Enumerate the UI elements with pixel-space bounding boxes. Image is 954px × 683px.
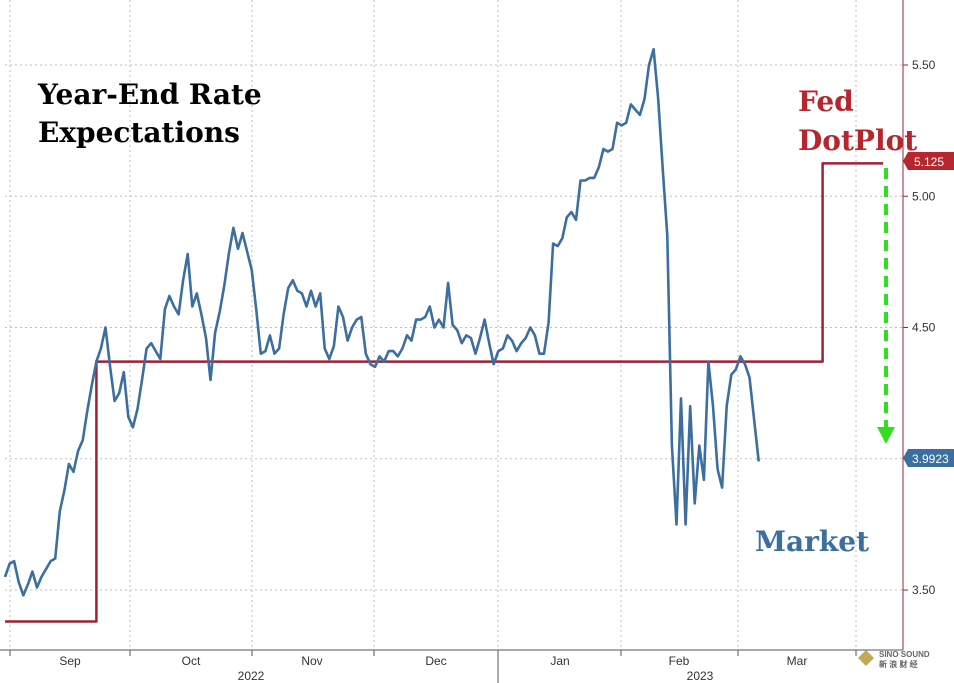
watermark: SINO SOUND 新 浪 财 经 (858, 650, 930, 669)
fed-end-label: 5.125 (914, 155, 944, 169)
y-tick-label: 5.00 (912, 189, 936, 203)
market-end-label: 3.9923 (912, 452, 949, 466)
chart-title-line-1: Year-End Rate (37, 78, 262, 111)
x-tick-label: Feb (669, 654, 690, 668)
watermark-top: SINO SOUND (879, 650, 930, 659)
x-tick-label: Jan (550, 654, 569, 668)
chart-title-line-2: Expectations (38, 116, 240, 149)
grid-lines (5, 0, 903, 650)
x-tick-label: Sep (59, 654, 81, 668)
x-year-label: 2022 (238, 669, 265, 683)
fed-end-badge: 5.125 (903, 152, 954, 170)
series-layer (3, 47, 883, 623)
down-arrow-head (877, 427, 895, 444)
market-annotation: Market (755, 525, 869, 558)
end-value-badges: 5.125 3.9923 (903, 152, 954, 467)
x-tick-label: Dec (425, 654, 446, 668)
y-tick-label: 3.50 (912, 583, 936, 597)
down-arrow (877, 168, 895, 444)
watermark-bottom: 新 浪 财 经 (879, 659, 918, 669)
market-badge-shape (903, 449, 954, 467)
market-series-line (3, 47, 760, 597)
x-year-label: 2023 (687, 669, 714, 683)
market-end-badge: 3.9923 (903, 449, 954, 467)
watermark-logo-icon (858, 650, 874, 666)
x-tick-label: Oct (182, 654, 201, 668)
fed-annotation-line-2: DotPlot (798, 124, 917, 157)
x-axis-ticks: Sep Oct Nov Dec Jan Feb Mar 2022 2023 (9, 650, 857, 683)
y-axis-ticks: 3.50 4.50 5.00 5.50 (903, 58, 936, 597)
y-tick-label: 4.50 (912, 321, 936, 335)
y-tick-label: 5.50 (912, 58, 936, 72)
fed-series-line (5, 162, 883, 623)
fed-annotation-line-1: Fed (798, 85, 854, 118)
x-tick-label: Mar (787, 654, 808, 668)
x-tick-label: Nov (301, 654, 322, 668)
fed-badge-shape (903, 152, 954, 170)
